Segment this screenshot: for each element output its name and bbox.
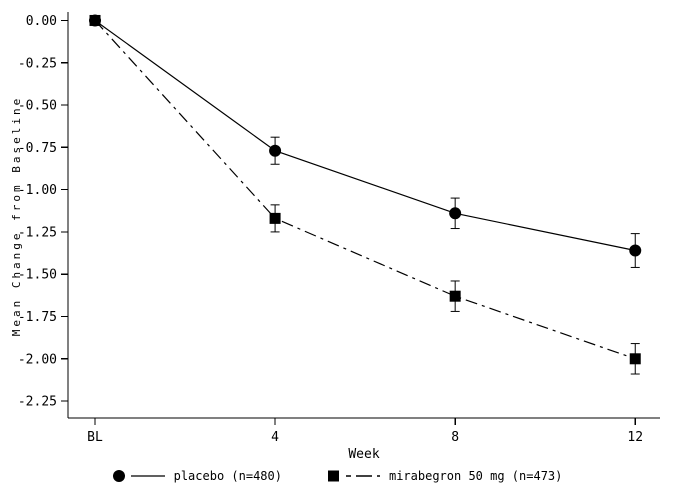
svg-text:0.00: 0.00 (26, 14, 57, 29)
svg-text:-1.25: -1.25 (18, 225, 57, 240)
svg-text:8: 8 (451, 430, 459, 443)
legend-item-placebo: placebo (n=480) (111, 468, 282, 484)
x-axis-label: Week (348, 447, 380, 462)
svg-text:-0.50: -0.50 (18, 99, 57, 114)
legend: placebo (n=480) mirabegron 50 mg (n=473) (0, 468, 673, 484)
svg-text:-1.75: -1.75 (18, 310, 57, 325)
svg-text:-2.00: -2.00 (18, 352, 57, 367)
placebo-marker-icon (112, 470, 165, 482)
mirabegron-marker-icon (327, 470, 380, 482)
svg-text:-0.75: -0.75 (18, 141, 57, 156)
svg-text:-1.50: -1.50 (18, 268, 57, 283)
legend-label-mirabegron: mirabegron 50 mg (n=473) (388, 469, 563, 483)
legend-item-mirabegron: mirabegron 50 mg (n=473) (326, 468, 562, 484)
chart-svg: 0.00 -0.25 -0.50 -0.75 -1.00 -1.25 -1.50 -1.75 -… (18, 12, 660, 443)
svg-text:-0.25: -0.25 (18, 56, 57, 71)
svg-text:BL: BL (87, 430, 103, 443)
legend-label-placebo: placebo (n=480) (173, 469, 282, 483)
svg-text:-1.00: -1.00 (18, 183, 57, 198)
svg-text:4: 4 (271, 430, 279, 443)
y-axis-label: Mean Change from Baseline (10, 95, 23, 337)
svg-text:12: 12 (627, 430, 643, 443)
svg-text:-2.25: -2.25 (18, 395, 57, 410)
